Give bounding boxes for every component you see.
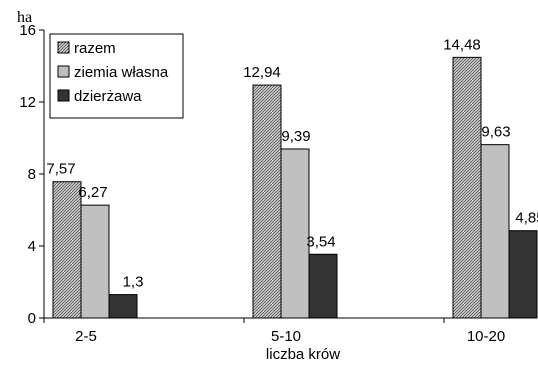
legend-swatch-2 <box>57 89 70 102</box>
x-tick-label-2-5: 2-5 <box>75 328 97 345</box>
bar-2-5-2 <box>108 294 138 319</box>
y-tick-label-4: 16 <box>19 22 36 39</box>
unit-label: ha <box>17 9 32 26</box>
bar-10-20-0 <box>452 56 482 319</box>
data-label-10-20-2: 4,85 <box>515 210 538 227</box>
data-label-5-10-0: 12,94 <box>243 64 281 81</box>
bar-2-5-1 <box>80 204 110 319</box>
x-tick-label-10-20: 10-20 <box>467 328 505 345</box>
data-label-2-5-0: 7,57 <box>46 161 75 178</box>
legend-label-1: ziemia własna <box>74 64 169 81</box>
bar-5-10-1 <box>280 148 310 319</box>
data-labels: 7,576,27 1,3 12,94 9,39 3,54 14,48 9,63 4,85 <box>46 36 538 290</box>
data-label-10-20-0: 14,48 <box>443 36 481 53</box>
data-label-10-20-1: 9,63 <box>481 124 510 141</box>
bars <box>52 56 538 319</box>
bar-10-20-2 <box>508 230 538 319</box>
bar-2-5-0 <box>52 181 82 319</box>
y-tick-label-1: 4 <box>28 238 36 255</box>
legend-swatch-0 <box>57 41 70 54</box>
y-tick-label-0: 0 <box>28 310 36 327</box>
data-label-5-10-1: 9,39 <box>281 128 310 145</box>
x-axis: 2-5 5-10 10-20 <box>43 317 537 345</box>
legend-swatch-1 <box>57 65 70 78</box>
y-tick-label-3: 12 <box>19 94 36 111</box>
y-axis: 0 4 8 12 16 <box>19 22 45 327</box>
y-tick-label-2: 8 <box>28 166 36 183</box>
x-tick-label-5-10: 5-10 <box>271 328 301 345</box>
legend-label-0: razem <box>74 40 116 57</box>
x-axis-title: liczba krów <box>266 346 340 363</box>
data-label-2-5-2: 1,3 <box>123 274 144 291</box>
data-label-5-10-2: 3,54 <box>306 233 335 250</box>
bar-10-20-1 <box>480 144 510 319</box>
data-label-2-5-1: 6,27 <box>78 184 107 201</box>
legend: razem ziemia własna dzierżawa <box>49 33 184 119</box>
bar-5-10-2 <box>308 253 338 319</box>
legend-label-2: dzierżawa <box>74 88 142 105</box>
bar-5-10-0 <box>252 84 282 319</box>
legend-box <box>49 33 184 119</box>
